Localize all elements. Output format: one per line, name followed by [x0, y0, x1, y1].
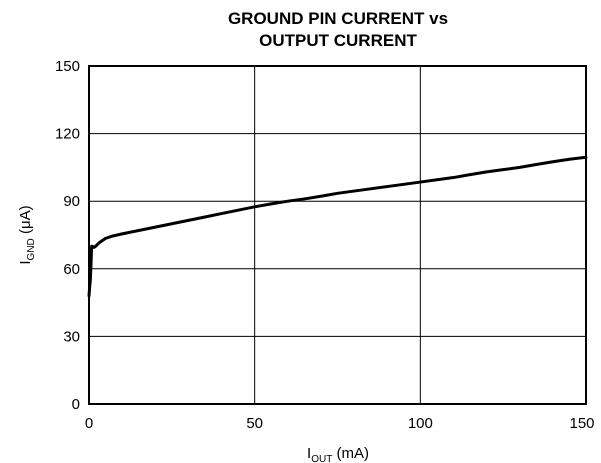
y-tick-label: 30	[63, 328, 80, 345]
y-axis-label: IGND (μA)	[17, 205, 37, 264]
x-axis-label: IOUT (mA)	[307, 445, 369, 463]
x-tick-label: 50	[246, 415, 263, 432]
y-tick-label: 90	[63, 193, 80, 210]
x-axis-label-main: I	[307, 445, 311, 462]
y-tick-label: 60	[63, 261, 80, 278]
y-axis-label-sub: GND	[26, 238, 37, 260]
x-tick-label: 100	[408, 415, 433, 432]
y-axis-label-unit: (μA)	[17, 205, 34, 238]
x-axis-label-sub: OUT	[311, 454, 332, 463]
x-tick-labels: 0 50 100 150	[85, 415, 595, 432]
chart-title-line-2: OUTPUT CURRENT	[259, 31, 417, 50]
y-axis-label-main: I	[17, 260, 34, 264]
y-tick-label: 150	[55, 58, 80, 75]
y-tick-label: 120	[55, 126, 80, 143]
x-axis-label-unit: (mA)	[332, 445, 369, 462]
x-tick-label: 150	[569, 415, 594, 432]
y-tick-label: 0	[72, 396, 80, 413]
x-tick-label: 0	[85, 415, 93, 432]
y-tick-labels: 0 30 60 90 120 150	[55, 58, 80, 413]
grid	[89, 66, 586, 404]
series-line	[87, 155, 588, 298]
chart-title-line-1: GROUND PIN CURRENT vs	[228, 9, 448, 28]
plot-frame	[88, 65, 587, 405]
